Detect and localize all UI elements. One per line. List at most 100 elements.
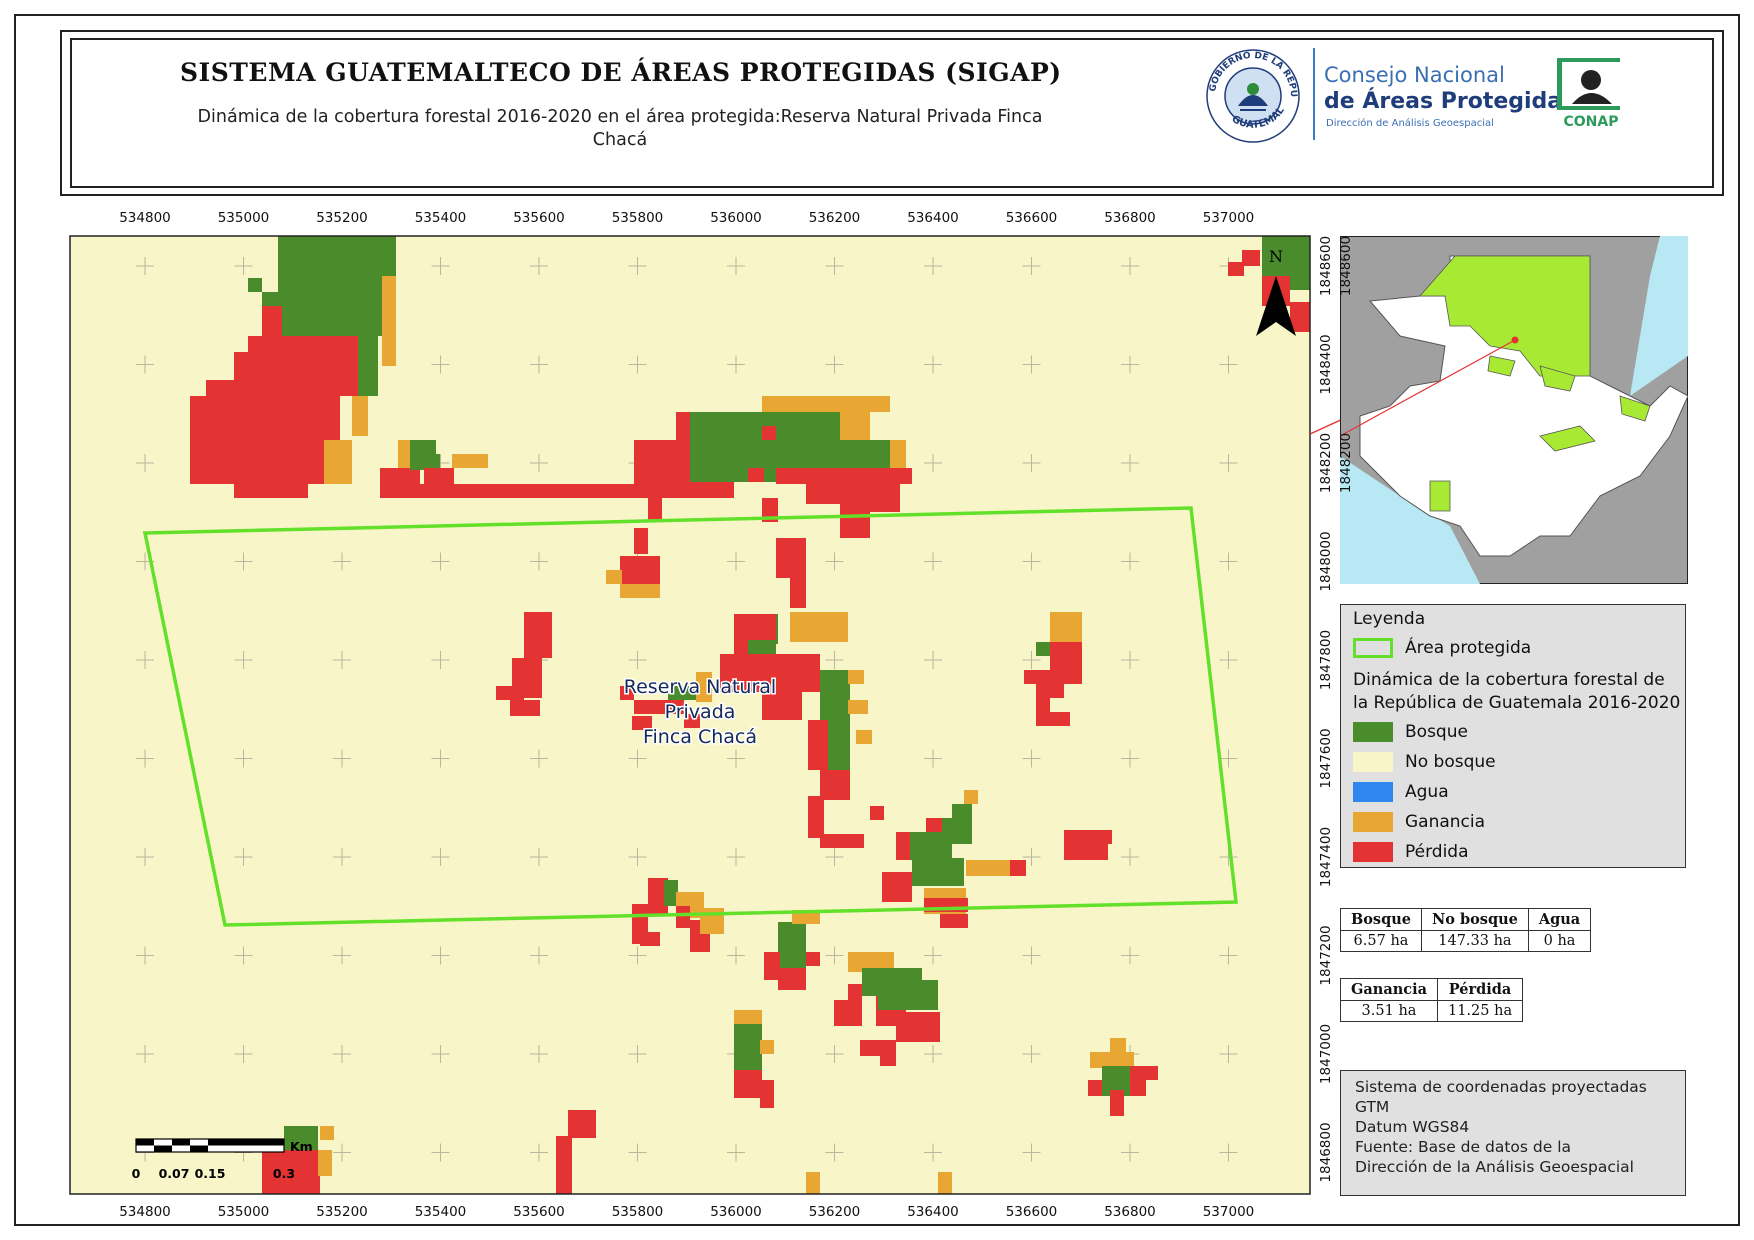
land-cover-pixel [806,1172,820,1194]
land-cover-pixel [748,468,764,482]
grid-cross [333,651,351,669]
land-cover-pixel [1024,670,1052,684]
grid-cross [333,552,351,571]
coordinate-system-box: Sistema de coordenadas proyectadas GTM D… [1340,1070,1686,1196]
grid-cross [431,651,450,669]
main-map: 534800 535000 535200 535400 535600 535800 5360… [60,210,1521,1220]
land-cover-pixel [808,796,824,838]
x-tick-label: 536200 [809,1204,861,1220]
grid-cross [530,355,548,374]
grid-cross [234,946,253,965]
grid-cross [234,651,253,669]
grid-cross [333,749,351,768]
grid-cross [530,1045,548,1063]
y-tick-label: 1848000 [1318,531,1334,591]
land-cover-pixel [896,1012,940,1042]
y-ticks-left: 1848600 1848400 1848200 1848000 1847800 18476… [60,236,62,1183]
y-tick-label: 1847000 [1318,1024,1334,1084]
bosque-swatch [1353,722,1393,742]
land-cover-pixel [820,770,850,800]
stats-value-row: 6.57 ha 147.33 ha 0 ha [1340,930,1592,952]
stats-header-no-bosque: No bosque [1421,908,1529,931]
land-cover-pixel [778,922,806,970]
y-tick-label: 1846800 [1318,1122,1334,1182]
land-cover-pixel [320,1126,334,1140]
legend-item-area: Área protegida [1353,637,1531,659]
grid-cross [333,1143,351,1162]
land-cover-pixel [684,714,700,728]
grid-cross [924,552,942,571]
land-cover-pixel [938,1172,952,1194]
land-cover-pixel [496,686,524,700]
grid-cross [1121,454,1139,472]
legend-label-no-bosque: No bosque [1405,752,1496,772]
x-ticks-top: 534800 535000 535200 535400 535600 535800 5360… [119,210,1254,226]
land-cover-pixel [880,1052,896,1066]
x-tick-label: 535200 [316,1204,368,1220]
x-tick-label: 535600 [513,210,565,226]
x-tick-label: 535800 [612,210,664,226]
land-cover-pixel [1100,830,1112,844]
land-cover-pixel [790,578,806,608]
grid-cross [1219,1143,1238,1162]
land-cover-pixel [820,834,864,848]
grid-cross [924,454,942,472]
grid-cross [1121,651,1139,669]
x-tick-label: 535200 [316,210,368,226]
coord-line-3: Datum WGS84 [1355,1118,1470,1136]
land-cover-pixel [324,440,352,484]
y-tick-label: 1847600 [60,728,62,788]
y-tick-label: 1848400 [1318,334,1334,394]
land-cover-pixel [380,468,420,484]
grid-cross [333,1045,351,1063]
inset-y-tick-label: 1848600 [1338,236,1354,296]
subtitle-line-2: Chacá [592,130,648,150]
y-tick-label: 1847000 [60,1024,62,1084]
y-tick-label: 1847800 [60,630,62,690]
legend-label-perdida: Pérdida [1405,842,1469,862]
grid-cross [234,848,253,866]
conap-line-3: Dirección de Análisis Geoespacial [1326,117,1494,129]
grid-cross [530,257,548,275]
grid-cross [628,749,647,768]
land-cover-pixel [382,276,396,306]
grid-cross [431,257,450,275]
grid-cross [727,552,745,571]
land-cover-pixel [760,1040,774,1054]
land-cover-pixel [380,484,700,498]
guatemala-seal: GOBIERNO DE LA REPÚBLICA GUATEMALA [1200,44,1300,143]
grid-cross [825,1143,844,1162]
y-tick-label: 1847200 [60,925,62,985]
grid-cross [628,257,647,275]
land-cover-pixel [762,426,776,440]
land-cover-pixel [262,292,396,336]
stats-table-change: Ganancia Pérdida 3.51 ha 11.25 ha [1340,978,1524,1022]
y-tick-label: 1847200 [1318,925,1334,985]
stats-value-agua: 0 ha [1527,930,1592,952]
land-cover-pixel [1290,276,1310,290]
grid-cross [825,355,844,374]
stats-value-perdida: 11.25 ha [1436,1000,1524,1022]
grid-cross [1022,946,1041,965]
stats-header-perdida: Pérdida [1436,978,1524,1001]
land-cover-pixel [762,396,890,412]
coord-line-5: Dirección de la Análisis Geoespacial [1355,1158,1634,1176]
logos: GOBIERNO DE LA REPÚBLICA GUATEMALA Conse… [1200,44,1620,143]
grid-cross [1219,454,1238,472]
legend-title: Leyenda [1353,609,1426,629]
grid-cross [530,552,548,571]
land-cover-pixel [284,1126,318,1152]
agua-swatch [1353,782,1393,802]
stats-value-row: 3.51 ha 11.25 ha [1340,1000,1524,1022]
y-tick-label: 1848200 [60,433,62,493]
header-frame [60,30,1724,196]
land-cover-pixel [776,538,806,578]
land-cover-pixel [806,952,820,966]
land-cover-pixel [234,352,264,396]
perdida-swatch [1353,842,1393,862]
land-cover-pixel [912,858,964,886]
land-cover-pixel [278,236,396,292]
grid-cross [431,946,450,965]
land-cover-pixel [234,484,294,498]
stats-value-ganancia: 3.51 ha [1340,1000,1438,1022]
